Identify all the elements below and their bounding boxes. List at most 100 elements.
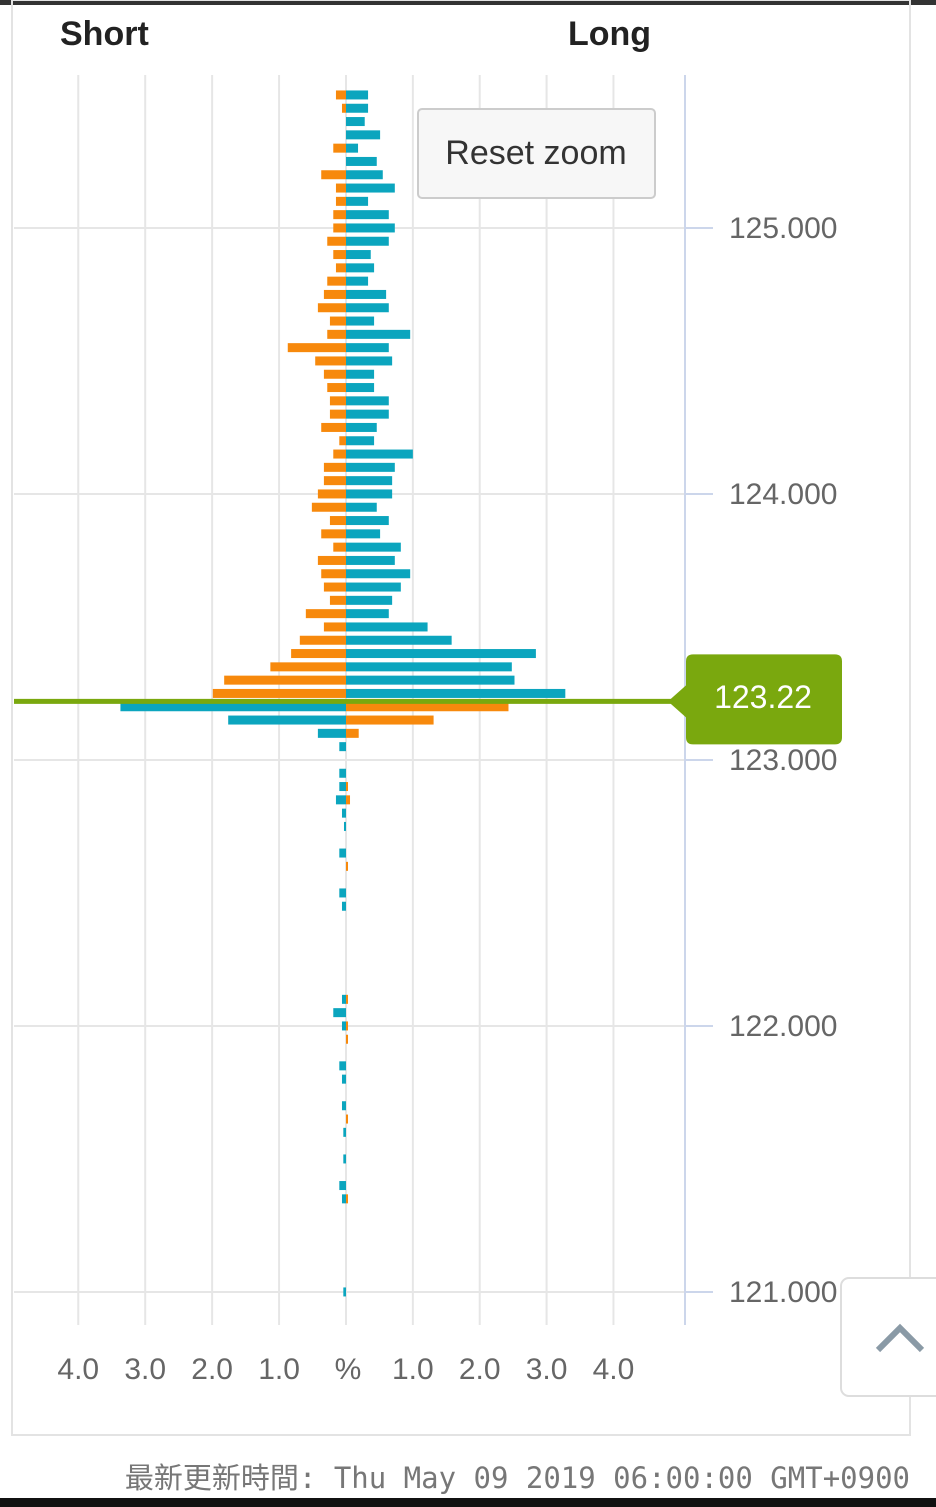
long-bar — [346, 582, 401, 592]
long-bar — [346, 356, 393, 366]
footer: 最新更新時間: Thu May 09 2019 06:00:00 GMT+090… — [125, 1461, 910, 1495]
short-bar — [333, 250, 346, 260]
short-bar — [323, 622, 346, 632]
short-bar — [329, 595, 346, 605]
short-bar — [341, 1074, 346, 1084]
short-bar — [317, 555, 346, 565]
short-bar — [317, 728, 346, 738]
reset-zoom-bg[interactable] — [417, 108, 656, 199]
y-tick-label: 122.000 — [729, 1010, 837, 1043]
short-bar — [329, 516, 346, 526]
short-bar — [339, 1181, 346, 1191]
long-bar — [346, 236, 389, 246]
short-bar — [339, 782, 346, 792]
short-bar — [329, 396, 346, 406]
current-price-label: 123.22 — [714, 679, 812, 715]
x-tick-label: 1.0 — [258, 1353, 300, 1386]
long-bar — [346, 396, 389, 406]
long-bar — [346, 622, 428, 632]
short-bar — [315, 356, 346, 366]
short-bar — [323, 369, 346, 379]
long-bar — [346, 1194, 349, 1204]
short-bar — [333, 223, 346, 233]
long-bar — [346, 861, 349, 871]
long-bar — [346, 329, 411, 339]
short-bar — [329, 316, 346, 326]
short-bar — [323, 289, 346, 299]
long-bar — [346, 196, 369, 206]
short-bar — [224, 675, 346, 685]
short-bar — [335, 196, 346, 206]
short-header: Short — [60, 15, 149, 53]
long-bar — [346, 529, 381, 539]
scroll-top-button[interactable] — [840, 1277, 936, 1397]
long-bar — [346, 609, 389, 619]
long-bar — [346, 250, 371, 260]
long-bar — [346, 156, 377, 166]
short-bar — [212, 688, 346, 698]
short-bar — [333, 542, 346, 552]
long-bar — [346, 210, 389, 220]
short-bar — [333, 210, 346, 220]
short-bar — [323, 582, 346, 592]
long-bar — [346, 635, 452, 645]
x-tick-label: 1.0 — [392, 1353, 434, 1386]
x-tick-label: 2.0 — [191, 1353, 233, 1386]
y-tick-label: 124.000 — [729, 478, 837, 511]
current-price-badge — [668, 654, 842, 745]
short-bar — [341, 808, 346, 818]
long-bar — [346, 316, 375, 326]
short-bar — [287, 343, 346, 353]
long-bar — [346, 143, 359, 153]
long-header: Long — [568, 15, 651, 53]
short-bar — [339, 1061, 346, 1071]
x-axis-label: % — [335, 1353, 362, 1386]
long-bar — [346, 462, 395, 472]
short-bar — [341, 1021, 346, 1031]
long-bar — [346, 383, 375, 393]
short-bar — [327, 236, 346, 246]
short-bar — [343, 1287, 346, 1297]
short-bar — [341, 901, 346, 911]
long-bar — [346, 595, 393, 605]
long-bar — [346, 649, 536, 659]
short-bar — [317, 489, 346, 499]
long-bar — [346, 409, 389, 419]
long-bar — [346, 702, 509, 712]
long-bar — [346, 994, 349, 1004]
long-bar — [346, 569, 411, 579]
short-bar — [323, 476, 346, 486]
long-bar — [346, 422, 377, 432]
scroll-top-icon[interactable] — [875, 1323, 925, 1353]
short-bar — [299, 635, 346, 645]
short-bar — [327, 383, 346, 393]
short-bar — [228, 715, 346, 725]
short-bar — [329, 409, 346, 419]
short-bar — [323, 462, 346, 472]
short-bar — [321, 422, 346, 432]
short-bar — [305, 609, 346, 619]
reset-zoom-button[interactable]: Reset zoom — [417, 108, 656, 199]
short-bar — [321, 569, 346, 579]
reset-zoom-label[interactable]: Reset zoom — [445, 134, 626, 172]
y-tick-label: 121.000 — [729, 1276, 837, 1309]
long-bar — [346, 449, 413, 459]
bars — [120, 90, 566, 1297]
short-bar — [339, 848, 346, 858]
short-bar — [343, 1127, 346, 1137]
short-bar — [333, 1008, 346, 1018]
long-bar — [346, 489, 393, 499]
long-bar — [346, 1114, 349, 1124]
long-bar — [346, 289, 387, 299]
x-tick-label: 3.0 — [526, 1353, 568, 1386]
short-bar — [291, 649, 346, 659]
y-tick-label: 123.000 — [729, 744, 837, 777]
long-bar — [346, 688, 566, 698]
short-bar — [333, 143, 346, 153]
frame — [11, 0, 911, 1436]
long-bar — [346, 662, 512, 672]
long-bar — [346, 476, 393, 486]
y-tick-label: 125.000 — [729, 212, 837, 245]
